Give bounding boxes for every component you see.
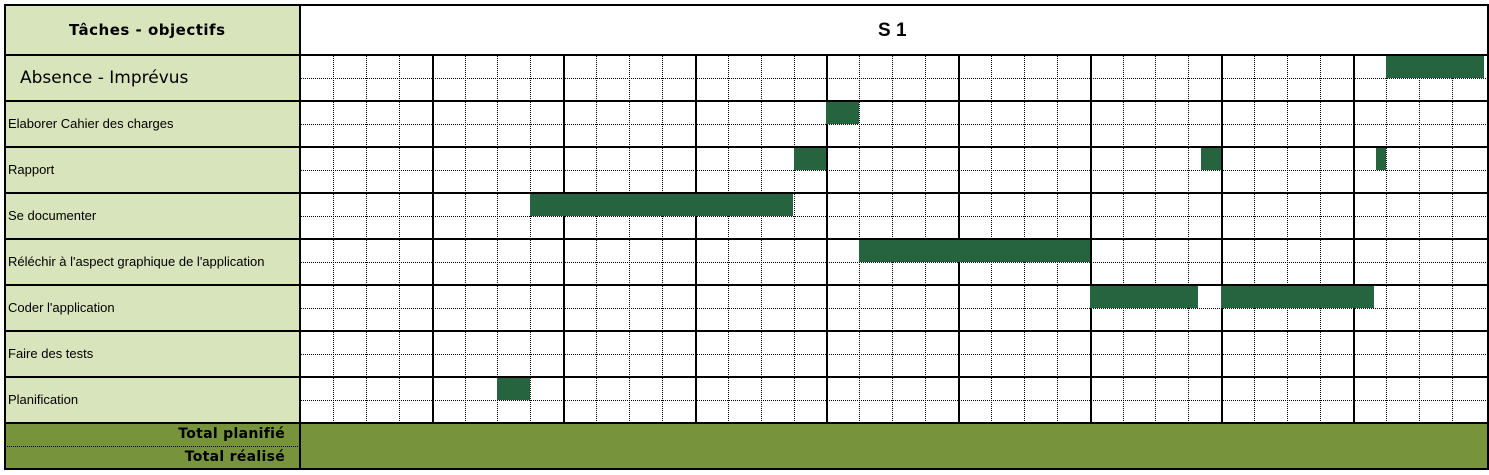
tasks-header-title: Tâches - objectifs	[69, 21, 226, 39]
task-label: Rapport	[8, 162, 55, 177]
gantt-bar	[1375, 148, 1386, 170]
task-label: Se documenter	[8, 208, 97, 223]
task-label-cell: Elaborer Cahier des charges	[5, 101, 300, 147]
row-mid-line	[300, 124, 1488, 125]
task-label: Absence - Imprévus	[20, 68, 189, 88]
border-bottom	[4, 468, 1489, 470]
week-title: S 1	[878, 20, 907, 41]
row-mid-line	[300, 400, 1488, 401]
row-mid-line	[300, 78, 1488, 79]
gantt-bar	[826, 102, 860, 124]
row-separator	[5, 100, 1488, 102]
row-separator	[5, 238, 1488, 240]
row-separator	[5, 376, 1488, 378]
border-right	[1487, 4, 1489, 470]
gantt-bar	[793, 148, 827, 170]
task-label-cell: Planification	[5, 377, 300, 423]
row-mid-line	[300, 354, 1488, 355]
row-mid-line	[300, 170, 1488, 171]
gantt-bar	[497, 378, 531, 400]
gantt-bar	[1089, 286, 1199, 308]
row-separator	[5, 284, 1488, 286]
task-label-cell: Réléchir à l'aspect graphique de l'appli…	[5, 239, 300, 285]
task-label: Elaborer Cahier des charges	[8, 116, 174, 131]
row-separator	[5, 192, 1488, 194]
row-separator	[5, 330, 1488, 332]
border-left	[4, 4, 6, 470]
border-top	[4, 4, 1489, 6]
week-header-cell: S 1	[300, 5, 1488, 55]
label-column-border	[299, 4, 301, 470]
gantt-bar	[859, 240, 1090, 262]
gantt-bar	[530, 194, 794, 216]
row-separator	[5, 146, 1488, 148]
gantt-bar	[1385, 56, 1485, 78]
totals-divider	[5, 446, 300, 447]
task-label: Planification	[8, 392, 79, 407]
total-done-label: Total réalisé	[184, 449, 285, 465]
totals-top-border	[4, 422, 1489, 424]
task-label: Réléchir à l'aspect graphique de l'appli…	[8, 254, 265, 269]
tasks-header-cell: Tâches - objectifs	[5, 5, 300, 55]
task-label-cell: Se documenter	[5, 193, 300, 239]
task-label-cell: Faire des tests	[5, 331, 300, 377]
task-label-cell: Rapport	[5, 147, 300, 193]
gantt-bar	[1221, 286, 1375, 308]
row-separator	[5, 54, 1488, 56]
row-mid-line	[300, 262, 1488, 263]
row-mid-line	[300, 308, 1488, 309]
task-label-cell: Coder l'application	[5, 285, 300, 331]
gantt-bar	[1201, 148, 1222, 170]
row-mid-line	[300, 216, 1488, 217]
task-label: Faire des tests	[8, 346, 94, 361]
total-planned-label: Total planifié	[178, 426, 285, 442]
task-label: Coder l'application	[8, 300, 115, 315]
task-label-cell: Absence - Imprévus	[5, 55, 300, 101]
totals-row: Total planifié Total réalisé	[5, 423, 1488, 469]
